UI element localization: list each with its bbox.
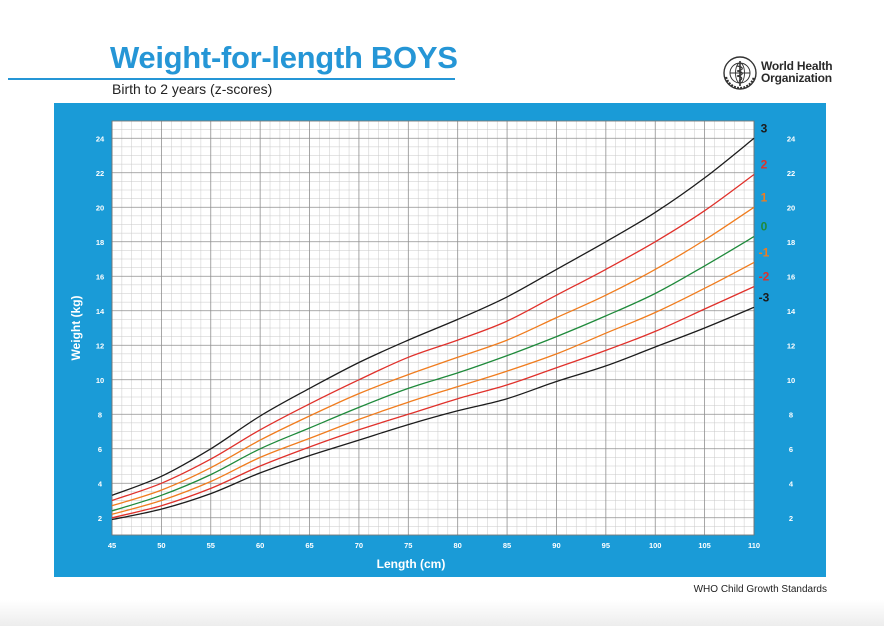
x-tick-label: 45	[108, 541, 116, 550]
y-tick-label-left: 6	[98, 445, 102, 454]
curve-z-2	[111, 286, 755, 519]
y-tick-label-left: 8	[98, 410, 102, 419]
curve-label-z-1: -1	[759, 245, 770, 259]
page-title: Weight-for-length BOYS	[110, 40, 458, 75]
grid-minor	[112, 120, 754, 536]
y-tick-label-left: 16	[96, 272, 104, 281]
x-tick-label: 95	[602, 541, 610, 550]
y-tick-label-left: 10	[96, 376, 104, 385]
curve-label-z-2: -2	[759, 270, 770, 284]
x-tick-label: 110	[748, 541, 760, 550]
page-bottom-band	[0, 600, 884, 626]
y-tick-label-right: 2	[789, 514, 793, 523]
x-tick-label: 85	[503, 541, 511, 550]
curve-z-3	[111, 306, 755, 521]
x-tick-label: 60	[256, 541, 264, 550]
y-tick-label-right: 6	[789, 445, 793, 454]
x-tick-label: 55	[207, 541, 215, 550]
x-tick-label: 80	[454, 541, 462, 550]
curve-label-z3: 3	[761, 121, 768, 135]
who-emblem-icon	[723, 56, 757, 90]
y-tick-label-right: 10	[787, 376, 795, 385]
plot-border	[111, 120, 755, 536]
page-subtitle: Birth to 2 years (z-scores)	[112, 81, 273, 97]
y-tick-label-right: 12	[787, 341, 795, 350]
curve-z-1	[111, 261, 755, 515]
y-tick-label-left: 18	[96, 238, 104, 247]
y-tick-label-right: 14	[787, 307, 796, 316]
who-logo: World Health Organization	[722, 55, 833, 91]
y-tick-label-right: 18	[787, 238, 795, 247]
y-tick-label-right: 4	[789, 479, 794, 488]
curve-z2	[111, 173, 755, 502]
y-tick-label-left: 12	[96, 341, 104, 350]
y-tick-label-left: 22	[96, 169, 104, 178]
title-underline	[8, 78, 455, 80]
x-tick-label: 50	[157, 541, 165, 550]
z-score-curves	[111, 137, 755, 521]
curve-label-z2: 2	[761, 157, 768, 171]
who-logo-line2: Organization	[761, 71, 832, 85]
curve-z0	[111, 236, 755, 512]
x-tick-labels: 45 50 55 60 65 70 75 80 85 90 95 100 105 110	[108, 541, 760, 550]
x-tick-label: 65	[305, 541, 313, 550]
x-tick-label: 90	[552, 541, 560, 550]
y-tick-label-right: 16	[787, 272, 795, 281]
y-tick-label-left: 24	[96, 134, 105, 143]
y-tick-label-right: 22	[787, 169, 795, 178]
curve-label-z0: 0	[761, 220, 768, 234]
y-tick-label-left: 2	[98, 514, 102, 523]
x-tick-label: 70	[355, 541, 363, 550]
y-tick-label-right: 20	[787, 203, 795, 212]
y-tick-label-right: 8	[789, 410, 793, 419]
who-logo-text: World Health Organization	[761, 59, 833, 85]
curve-z1	[111, 206, 755, 507]
y-tick-label-right: 24	[787, 134, 796, 143]
y-tick-label-left: 4	[98, 479, 103, 488]
who-logo-line1: World Health	[761, 59, 833, 73]
footer-note: WHO Child Growth Standards	[693, 584, 827, 595]
x-tick-label: 105	[698, 541, 711, 550]
y-tick-label-left: 14	[96, 307, 105, 316]
curve-label-z1: 1	[761, 190, 768, 204]
curve-z3	[111, 137, 755, 496]
x-axis-label: Length (cm)	[377, 557, 446, 571]
x-tick-label: 75	[404, 541, 412, 550]
curve-label-z-3: -3	[759, 290, 770, 304]
y-tick-label-left: 20	[96, 203, 104, 212]
x-tick-label: 100	[649, 541, 662, 550]
z-score-labels: 3 2 1 0 -1 -2 -3	[759, 121, 770, 304]
y-axis-label: Weight (kg)	[69, 295, 83, 360]
